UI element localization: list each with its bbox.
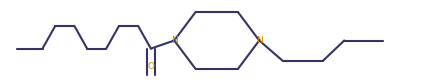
Text: O: O (147, 62, 154, 71)
Text: N: N (171, 36, 178, 45)
Text: N: N (256, 36, 263, 45)
